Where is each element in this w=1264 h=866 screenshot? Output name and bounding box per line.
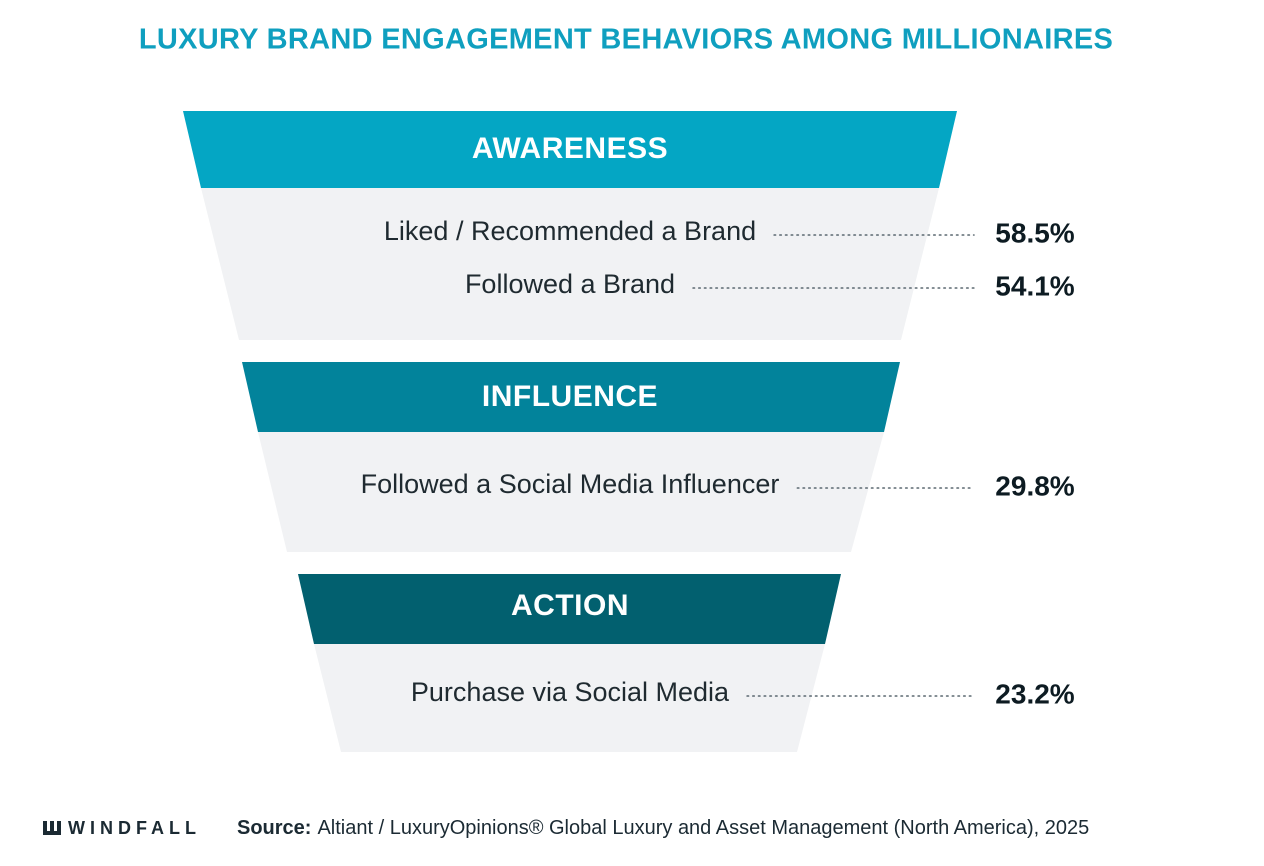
stage-header [298,574,841,644]
funnel-body [314,644,825,752]
title: LUXURY BRAND ENGAGEMENT BEHAVIORS AMONG … [139,24,1113,56]
footer: WINDFALL Source: Altiant / LuxuryOpinions… [43,817,1089,839]
logo-mark [43,831,61,835]
stage-name: ACTION [511,589,629,622]
item-value: 23.2% [995,678,1074,709]
stage-name: INFLUENCE [482,380,658,413]
stage-name: AWARENESS [472,132,668,165]
item-value: 29.8% [995,470,1074,501]
logo: WINDFALL [68,818,201,838]
funnel: AWARENESS Liked / Recommended a Brand 58.5… [183,111,1075,752]
stage-header [242,362,900,432]
logo-mark [57,821,61,835]
source-label: Source: [237,817,311,839]
source-text: Altiant / LuxuryOpinions® Global Luxury … [317,817,1089,839]
item-label: Purchase via Social Media [411,677,730,707]
item-label: Followed a Social Media Influencer [361,469,780,499]
item-label: Liked / Recommended a Brand [384,216,756,246]
funnel-body [258,432,884,552]
stage-header [183,111,957,188]
item-label: Followed a Brand [465,269,675,299]
logo-mark [50,821,54,835]
logo-mark [43,821,47,835]
funnel-body [201,188,939,340]
source: Source: Altiant / LuxuryOpinions® Global … [237,817,1089,839]
item-value: 54.1% [995,270,1074,301]
item-value: 58.5% [995,217,1074,248]
